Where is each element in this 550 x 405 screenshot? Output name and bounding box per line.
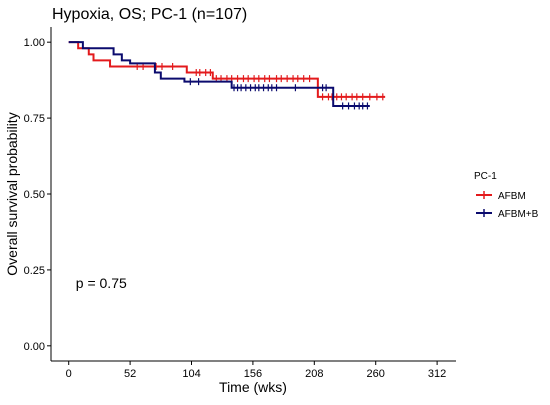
- series-layer: [68, 41, 386, 110]
- legend-label: AFBM+B: [498, 209, 539, 220]
- x-tick-label: 52: [124, 368, 136, 380]
- legend-label: AFBM: [498, 191, 526, 202]
- x-tick-label: 104: [182, 368, 200, 380]
- x-axis-label: Time (wks): [219, 379, 287, 395]
- p-value-annotation: p = 0.75: [76, 275, 127, 291]
- legend-items: AFBM AFBM+B: [476, 191, 539, 220]
- x-tick-label: 0: [66, 368, 72, 380]
- survival-curve: [68, 41, 370, 107]
- y-tick-label: 0.75: [24, 113, 45, 125]
- x-tick-label: 208: [305, 368, 323, 380]
- survival-curve: [68, 41, 386, 98]
- x-ticks: 0 52 104 156 208 260 312: [66, 361, 446, 380]
- legend-item: AFBM+B: [476, 209, 539, 220]
- chart-title: Hypoxia, OS; PC-1 (n=107): [52, 6, 247, 23]
- y-tick-label: 0.25: [24, 265, 45, 277]
- series-afbm: [68, 41, 386, 101]
- y-tick-label: 0.00: [24, 341, 45, 353]
- x-tick-label: 260: [367, 368, 385, 380]
- legend-title: PC-1: [474, 171, 497, 182]
- y-tick-label: 1.00: [24, 37, 45, 49]
- y-tick-label: 0.50: [24, 189, 45, 201]
- legend: PC-1 AFBM AFBM+B: [474, 171, 539, 220]
- y-ticks: 0.00 0.25 0.50 0.75 1.00: [24, 37, 51, 353]
- x-tick-label: 312: [428, 368, 446, 380]
- series-afbm-b: [68, 41, 370, 110]
- legend-item: AFBM: [476, 191, 526, 202]
- y-axis-label: Overall survival probability: [4, 112, 20, 275]
- x-tick-label: 156: [244, 368, 262, 380]
